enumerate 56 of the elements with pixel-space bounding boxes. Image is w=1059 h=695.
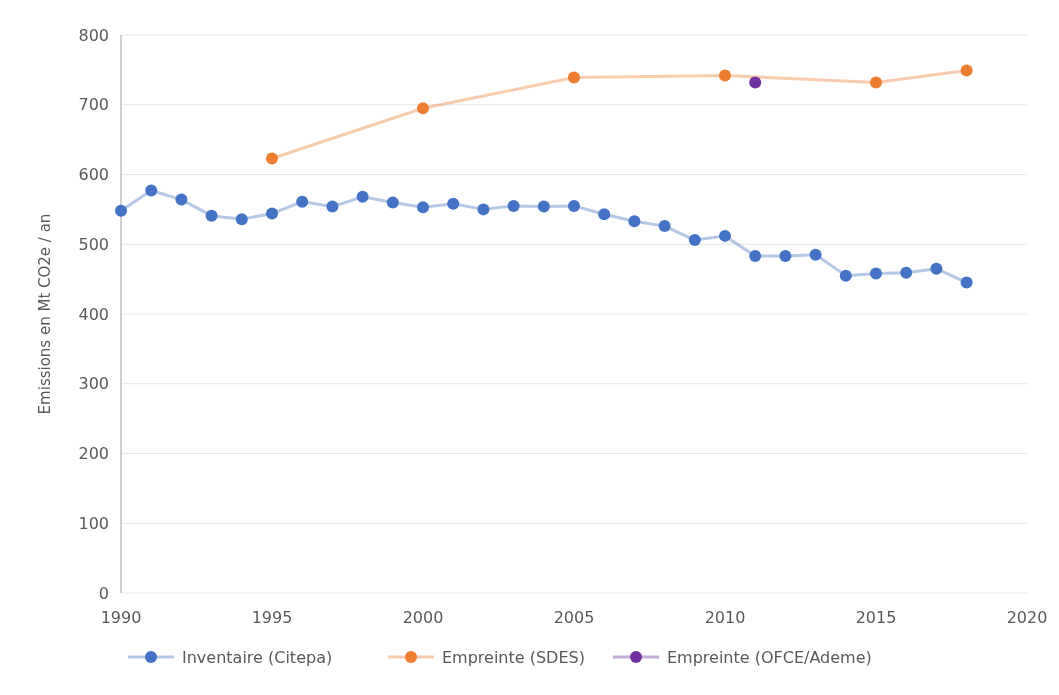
point (447, 197, 460, 210)
point (839, 269, 852, 282)
y-tick-label: 0 (98, 583, 109, 603)
point (356, 190, 369, 203)
point (930, 262, 943, 275)
point (658, 220, 671, 233)
point (719, 229, 731, 242)
point (870, 267, 882, 280)
y-tick-label: 400 (78, 304, 109, 324)
x-tick-label: 2010 (704, 608, 746, 627)
point (749, 250, 762, 263)
x-tick-label: 2000 (402, 608, 444, 627)
point (145, 184, 158, 197)
point (568, 199, 580, 212)
point (900, 266, 913, 279)
point (598, 208, 611, 221)
point (537, 200, 550, 213)
x-tick-label: 2020 (1006, 608, 1048, 627)
y-tick-label: 500 (78, 234, 109, 254)
point (749, 76, 762, 89)
x-tick-label: 2015 (855, 608, 897, 627)
point (175, 193, 188, 206)
point (266, 152, 278, 165)
y-tick-label: 700 (78, 95, 109, 115)
x-tick-label: 2005 (553, 608, 595, 627)
point (235, 213, 248, 226)
point (266, 207, 278, 220)
y-tick-label: 600 (78, 165, 109, 185)
legend-label: Inventaire (Citepa) (182, 647, 333, 667)
legend-label: Empreinte (OFCE/Ademe) (667, 647, 872, 667)
point (960, 276, 973, 289)
point (386, 196, 399, 209)
point (417, 201, 429, 214)
point (507, 199, 520, 212)
point (960, 64, 973, 77)
y-axis-title: Emissions en Mt CO2e / an (36, 213, 54, 415)
point (628, 215, 641, 228)
point (779, 250, 792, 263)
y-tick-label: 100 (78, 513, 109, 533)
y-tick-label: 200 (78, 444, 109, 464)
y-tick-label: 300 (78, 374, 109, 394)
point (870, 76, 882, 89)
point (417, 102, 429, 115)
point (477, 203, 490, 216)
point (809, 248, 822, 261)
point (568, 71, 580, 84)
legend-label: Empreinte (SDES) (442, 647, 585, 667)
point (296, 195, 309, 208)
point (115, 204, 127, 217)
point (205, 209, 218, 222)
point (688, 234, 701, 247)
x-tick-label: 1990 (100, 608, 142, 627)
y-tick-label: 800 (78, 25, 109, 45)
point (326, 200, 339, 213)
x-tick-label: 1995 (251, 608, 293, 627)
point (719, 69, 731, 82)
